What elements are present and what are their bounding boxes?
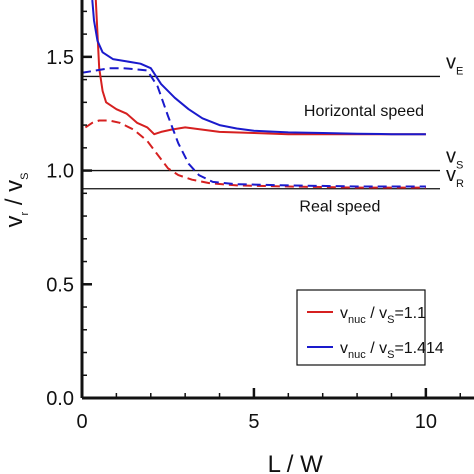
y-axis-label-sub1: r — [19, 212, 31, 216]
reference-label-main: v — [446, 51, 456, 73]
x-tick-label-0: 0 — [76, 411, 87, 433]
legend-sub1: nuc — [348, 349, 366, 361]
legend-box — [296, 289, 426, 366]
annotation-0: Horizontal speed — [304, 103, 424, 120]
x-tick-label-2: 10 — [415, 411, 437, 433]
y-axis-label-main: v — [1, 216, 28, 228]
series-line-3 — [82, 67, 426, 188]
reference-label-s: vS — [446, 146, 463, 172]
y-tick-label-1: 0.5 — [46, 274, 74, 296]
legend-sub1: nuc — [348, 314, 366, 326]
legend-entry-1: vnuc / vS=1.414 — [340, 340, 444, 361]
legend-mid: / v — [366, 340, 387, 357]
y-tick-label-3: 1.5 — [46, 47, 74, 69]
y-tick-label-0: 0.0 — [46, 388, 74, 410]
ticks: 0 5 100.00.51.01.5L / Wvr / vS — [1, 10, 461, 474]
reference-label-main: v — [446, 164, 456, 186]
reference-label-e: vE — [446, 51, 463, 77]
series-line-2 — [91, 0, 426, 136]
reference-label-main: v — [446, 146, 456, 168]
series-line-0 — [94, 0, 426, 136]
legend-sub2: S — [387, 314, 394, 326]
x-axis-label: L / W — [268, 451, 323, 474]
y-axis-label-sub2: S — [19, 172, 31, 179]
axes — [80, 0, 474, 400]
reference-label-sub: S — [456, 160, 463, 172]
y-tick-label-2: 1.0 — [46, 161, 74, 183]
series-layer — [82, 0, 426, 189]
annotation-1: Real speed — [299, 199, 380, 216]
legend-rest: =1.414 — [394, 340, 443, 357]
series-line-1 — [84, 119, 426, 189]
y-axis-label-mid: / v — [1, 180, 28, 212]
legend-mid: / v — [366, 305, 387, 322]
legend-sub2: S — [387, 349, 394, 361]
legend-entry-0: vnuc / vS=1.1 — [340, 305, 426, 326]
reference-label-sub: E — [456, 65, 463, 77]
legend-main: v — [340, 340, 348, 357]
reference-label-sub: R — [456, 178, 464, 190]
legend-main: v — [340, 305, 348, 322]
annotations: Horizontal speed Real speed — [299, 103, 424, 216]
legend-rest: =1.1 — [394, 305, 426, 322]
x-tick-label-1: 5 — [248, 411, 259, 433]
reference-label-r: vR — [446, 164, 464, 190]
y-axis-label: vr / vS — [1, 172, 31, 227]
